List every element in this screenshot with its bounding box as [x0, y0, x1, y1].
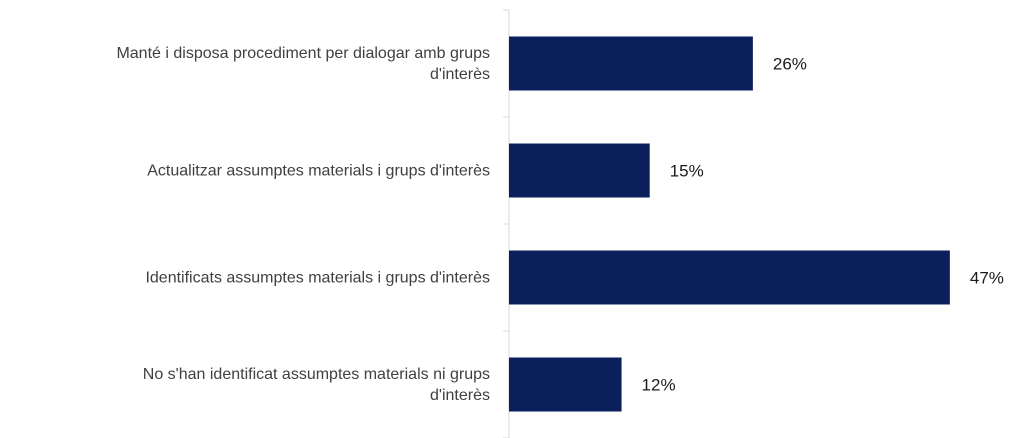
- value-label-4: 12%: [642, 376, 676, 395]
- bar-2: [509, 143, 650, 198]
- bar-4: [509, 357, 622, 412]
- category-label-3: Identificats assumptes materials i grups…: [145, 270, 490, 287]
- category-label-line: Identificats assumptes materials i grups…: [145, 270, 490, 287]
- value-labels: 26% 15% 47% 12%: [642, 55, 1004, 395]
- bar-1: [509, 36, 753, 91]
- category-labels: Manté i disposa procediment per dialogar…: [116, 45, 490, 404]
- category-label-line: d'interès: [430, 66, 490, 83]
- category-label-4: No s'han identificat assumptes materials…: [143, 366, 490, 404]
- category-axis: [503, 9, 510, 438]
- value-label-1: 26%: [773, 55, 807, 74]
- category-label-line: Manté i disposa procediment per dialogar…: [116, 45, 490, 62]
- category-label-2: Actualitzar assumptes materials i grups …: [147, 163, 490, 180]
- value-label-2: 15%: [670, 162, 704, 181]
- category-label-line: No s'han identificat assumptes materials…: [143, 366, 490, 383]
- category-label-line: d'interès: [430, 387, 490, 404]
- category-label-1: Manté i disposa procediment per dialogar…: [116, 45, 490, 83]
- value-label-3: 47%: [970, 269, 1004, 288]
- bars: [509, 36, 950, 412]
- bar-3: [509, 250, 950, 305]
- category-label-line: Actualitzar assumptes materials i grups …: [147, 163, 490, 180]
